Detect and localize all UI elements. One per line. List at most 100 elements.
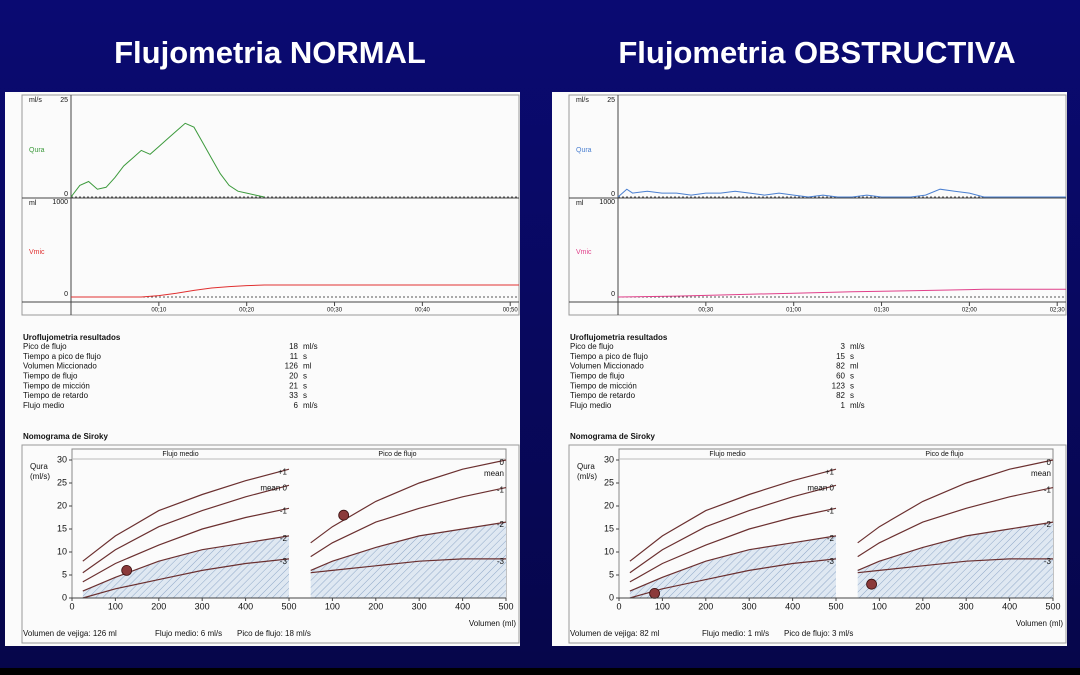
nomogram-curve [629,484,837,574]
result-unit: ml/s [850,401,865,410]
curve-label: +1 [825,467,835,476]
x-tick-label: 500 [498,601,513,611]
time-tick-label: 00;10 [151,308,167,314]
result-value: 21 [289,381,298,390]
curve-label: -3 [1044,557,1052,566]
x-tick-label: 100 [655,601,670,611]
x-tick-label: 400 [785,601,800,611]
curve-label: -3 [280,557,288,566]
nomogram-footer: Volumen de vejiga: 126 ml [23,629,117,638]
nomogram-title: Nomograma de Siroky [570,432,655,441]
y-tick-label: 10 [57,546,67,556]
result-label: Pico de flujo [23,342,67,351]
nomogram-curve [310,487,507,558]
nomogram-curve [82,468,290,562]
x-tick-label: 400 [1002,601,1017,611]
x-tick-label: 400 [455,601,470,611]
volume-unit: ml [29,200,37,207]
y-axis-label: Qura [577,462,595,471]
nomogram-curve [82,507,290,583]
result-value: 15 [836,352,845,361]
flow-top-label: 25 [607,97,615,104]
curve-label: -2 [280,534,288,543]
result-label: Flujo medio [570,401,612,410]
curve-label: -3 [497,557,505,566]
result-label: Volumen Miccionado [23,362,97,371]
nomogram-footer: Volumen de vejiga: 82 ml [570,629,660,638]
x-tick-label: 200 [698,601,713,611]
result-value: 82 [836,362,845,371]
result-label: Pico de flujo [570,342,614,351]
result-unit: s [850,372,854,381]
result-unit: ml/s [303,401,318,410]
nomogram-curve [857,521,1054,571]
result-unit: ml/s [850,342,865,351]
x-tick-label: 200 [151,601,166,611]
result-label: Tiempo a pico de flujo [23,352,102,361]
result-value: 18 [289,342,298,351]
x-tick-label: 300 [959,601,974,611]
nomogram-curve [857,558,1053,574]
curve-label: -2 [497,520,505,529]
result-label: Tiempo de retardo [570,391,636,400]
result-label: Tiempo de micción [570,381,637,390]
shaded-region [629,535,836,598]
nomogram-curve [629,468,837,562]
curve-label: -1 [280,506,288,515]
x-tick-label: 200 [368,601,383,611]
result-value: 20 [289,372,298,381]
nomogram-curve [629,507,837,583]
curve-label: mean [484,469,504,478]
result-label: Tiempo de flujo [570,372,625,381]
volume-zero-label: 0 [64,291,68,298]
time-tick-label: 01;00 [786,308,802,314]
x-tick-label: 100 [325,601,340,611]
panel-title: Flujometria NORMAL [114,35,426,70]
x-tick-label: 300 [412,601,427,611]
shaded-region [310,522,506,598]
result-unit: s [303,381,307,390]
x-tick-label: 100 [108,601,123,611]
y-tick-label: 15 [57,523,67,533]
x-tick-label: 300 [742,601,757,611]
result-unit: s [303,391,307,400]
flow-trace [70,122,265,198]
flow-name: Qura [29,147,45,154]
trace-frame [21,94,520,316]
nomogram-frame [568,444,1067,644]
time-tick-label: 00;30 [327,308,343,314]
nomogram-curve [857,459,1054,544]
x-tick-label: 500 [281,601,296,611]
result-unit: ml [850,362,859,371]
flow-zero-label: 0 [611,191,615,198]
shaded-region [857,522,1053,598]
flow-trace [617,188,1066,198]
result-unit: ml [303,362,312,371]
flow-top-label: 25 [60,97,68,104]
time-tick-label: 02;00 [962,308,978,314]
y-tick-label: 20 [57,500,67,510]
curve-label: -1 [497,486,505,495]
subplot-title: Pico de flujo [378,451,416,458]
y-axis-label: (ml/s) [30,472,50,481]
result-value: 3 [841,342,846,351]
y-tick-label: 5 [62,569,67,579]
time-tick-label: 01;30 [874,308,890,314]
curve-label: mean [1031,469,1051,478]
time-tick-label: 02;30 [1050,308,1066,314]
result-label: Tiempo de retardo [23,391,89,400]
volume-top-label: 1000 [599,199,615,206]
x-tick-label: 500 [1045,601,1060,611]
result-unit: s [850,391,854,400]
result-value: 33 [289,391,298,400]
patient-point [121,565,133,576]
result-value: 6 [294,401,299,410]
result-label: Tiempo de micción [23,381,90,390]
nomogram-curve [82,535,290,592]
nomogram-curve [310,521,507,571]
volume-trace [71,284,519,298]
time-tick-label: 00;30 [698,308,714,314]
curve-label: mean 0 [807,483,834,492]
volume-top-label: 1000 [52,199,68,206]
